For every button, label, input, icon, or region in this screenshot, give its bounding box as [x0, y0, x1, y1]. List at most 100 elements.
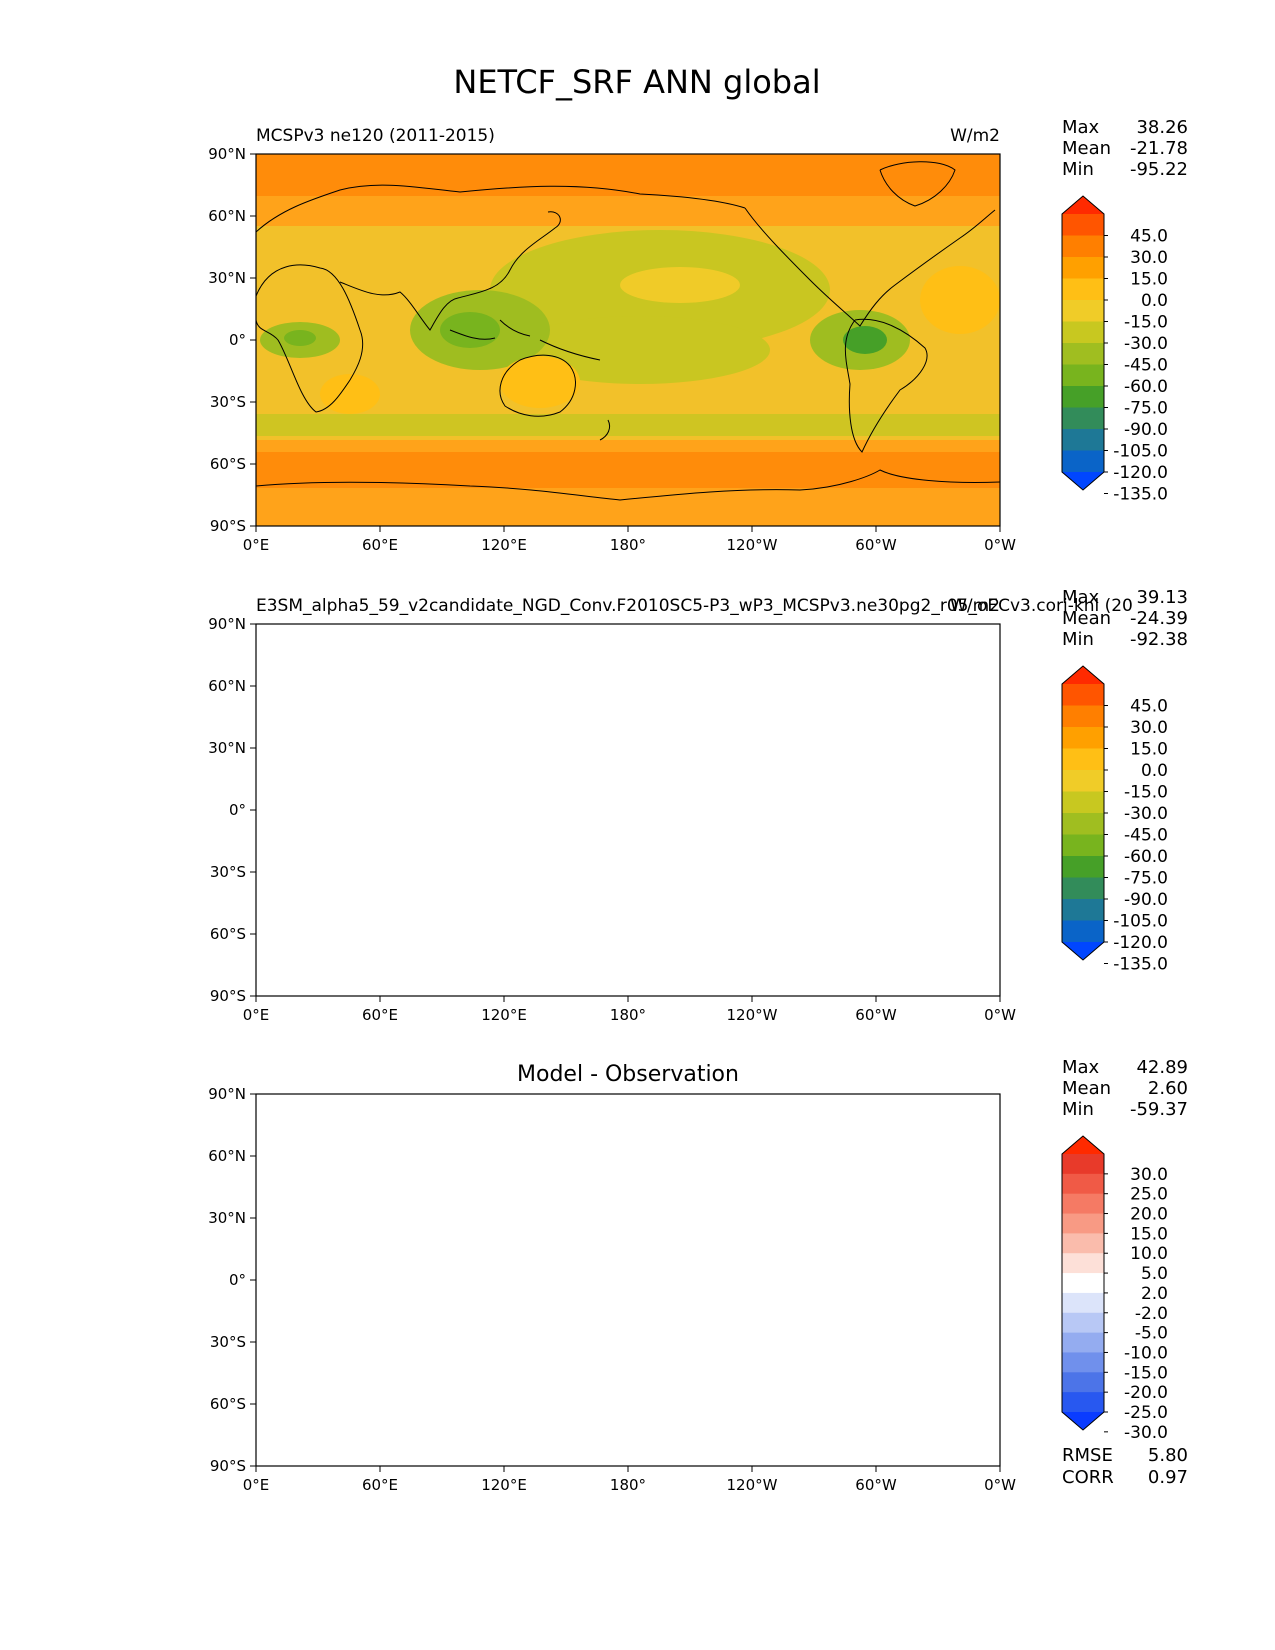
- lon-tick-label: 180°: [610, 1006, 646, 1024]
- lon-tick-label: 120°E: [481, 1006, 527, 1024]
- panel-units: W/m2: [950, 596, 1000, 616]
- lat-tick-label: 30°S: [210, 863, 246, 881]
- colorbar-label: -15.0: [1124, 313, 1168, 333]
- stat-label: Mean: [1062, 608, 1111, 629]
- colorbar-segment: [1062, 684, 1104, 706]
- lat-tick-label: 0°: [229, 1271, 246, 1289]
- lon-tick-label: 0°E: [243, 536, 270, 554]
- lat-tick-label: 90°N: [208, 1085, 246, 1103]
- colorbar-label: -120.0: [1113, 933, 1168, 953]
- colorbar-label: 0.0: [1141, 291, 1168, 311]
- lat-tick-label: 90°N: [208, 615, 246, 633]
- colorbar-label: -20.0: [1124, 1383, 1168, 1403]
- colorbar-label: 30.0: [1130, 1165, 1168, 1185]
- stat-label: Min: [1062, 629, 1094, 650]
- lat-tick-label: 60°S: [210, 455, 246, 473]
- colorbar-segment: [1062, 1154, 1104, 1175]
- colorbar-segment: [1062, 214, 1104, 236]
- colorbar-label: -15.0: [1124, 1363, 1168, 1383]
- colorbar-segment: [1062, 1173, 1104, 1195]
- colorbar-segment: [1062, 1312, 1104, 1334]
- lon-tick-label: 60°E: [362, 1476, 398, 1494]
- colorbar-segment: [1062, 300, 1104, 322]
- corr-label: CORR: [1062, 1467, 1114, 1488]
- lat-tick-label: 60°N: [208, 1147, 246, 1165]
- colorbar-label: 10.0: [1130, 1244, 1168, 1264]
- colorbar-segment: [1062, 834, 1104, 857]
- colorbar-label: 15.0: [1130, 270, 1168, 290]
- panel-diff: Model - Observation RMSE 5.80 CORR 0.97: [255, 1062, 1188, 1488]
- lat-tick-label: 90°S: [210, 517, 246, 535]
- stat-value: -24.39: [1130, 608, 1188, 629]
- lon-tick-label: 0°E: [243, 1476, 270, 1494]
- colorbar-label: -135.0: [1113, 485, 1168, 505]
- lat-tick-label: 90°S: [210, 1457, 246, 1475]
- colorbar-segment: [1062, 705, 1104, 728]
- colorbar-label: 30.0: [1130, 248, 1168, 268]
- lat-tick-label: 30°S: [210, 393, 246, 411]
- colorbar-label: -90.0: [1124, 420, 1168, 440]
- lon-tick-label: 180°: [610, 536, 646, 554]
- colorbar-label: 20.0: [1130, 1205, 1168, 1225]
- lon-tick-label: 60°W: [855, 536, 897, 554]
- lon-tick-label: 120°E: [481, 536, 527, 554]
- lon-tick-label: 0°W: [984, 1006, 1016, 1024]
- colorbar-segment: [1062, 1392, 1104, 1413]
- map-frame: [255, 623, 1001, 997]
- colorbar-segment: [1062, 407, 1104, 430]
- colorbar-label: -45.0: [1124, 826, 1168, 846]
- colorbar-segment: [1062, 257, 1104, 279]
- panel-left-title: E3SM_alpha5_59_v2candidate_NGD_Conv.F201…: [256, 596, 1133, 616]
- colorbar-label: 45.0: [1130, 227, 1168, 247]
- panel-center-title: Model - Observation: [517, 1062, 739, 1087]
- colorbar-label: 0.0: [1141, 761, 1168, 781]
- lat-tick-label: 0°: [229, 801, 246, 819]
- stat-value: 39.13: [1136, 587, 1188, 608]
- colorbar-segment: [1062, 1292, 1104, 1314]
- colorbar-segment: [1062, 899, 1104, 921]
- colorbar-segment: [1062, 235, 1104, 258]
- colorbar-segment: [1062, 770, 1104, 792]
- lon-tick-label: 60°W: [855, 1476, 897, 1494]
- stat-label: Max: [1062, 587, 1100, 608]
- colorbar-label: -60.0: [1124, 847, 1168, 867]
- lat-tick-label: 30°S: [210, 1333, 246, 1351]
- colorbar-label: 15.0: [1130, 740, 1168, 760]
- stat-value: -95.22: [1130, 159, 1188, 180]
- lon-tick-label: 60°E: [362, 536, 398, 554]
- colorbar-segment: [1062, 450, 1104, 473]
- colorbar-label: -15.0: [1124, 783, 1168, 803]
- stat-value: 38.26: [1136, 117, 1188, 138]
- colorbar-label: 45.0: [1130, 697, 1168, 717]
- panel-reference: E3SM_alpha5_59_v2candidate_NGD_Conv.F201…: [255, 596, 1133, 997]
- colorbar-extend-min: [1062, 1412, 1104, 1430]
- colorbar-segment: [1062, 429, 1104, 451]
- colorbar-label: -75.0: [1124, 869, 1168, 889]
- stat-label: Max: [1062, 117, 1100, 138]
- colorbar-label: -105.0: [1113, 442, 1168, 462]
- colorbar-label: -75.0: [1124, 399, 1168, 419]
- corr-value: 0.97: [1148, 1467, 1188, 1488]
- colorbar-extend-max: [1062, 1136, 1104, 1154]
- panel-left-title: MCSPv3 ne120 (2011-2015): [256, 126, 495, 146]
- colorbar-segment: [1062, 1193, 1104, 1215]
- stat-label: Min: [1062, 1099, 1094, 1120]
- colorbar-segment: [1062, 920, 1104, 943]
- colorbar-label: -30.0: [1124, 804, 1168, 824]
- stat-value: 2.60: [1148, 1078, 1188, 1099]
- colorbar-segment: [1062, 877, 1104, 900]
- lat-tick-label: 0°: [229, 331, 246, 349]
- map-frame: [255, 1093, 1001, 1467]
- lon-tick-label: 0°E: [243, 1006, 270, 1024]
- figure-title: NETCF_SRF ANN global: [453, 63, 820, 101]
- map-field: [256, 154, 1000, 526]
- colorbar-label: 25.0: [1130, 1185, 1168, 1205]
- colorbar-label: -120.0: [1113, 463, 1168, 483]
- colorbar-segment: [1062, 1253, 1104, 1274]
- colorbar-label: -105.0: [1113, 912, 1168, 932]
- colorbar-label: -25.0: [1124, 1403, 1168, 1423]
- lat-tick-label: 30°N: [208, 739, 246, 757]
- lat-tick-label: 30°N: [208, 1209, 246, 1227]
- colorbar-label: -5.0: [1135, 1324, 1168, 1344]
- colorbar-label: 5.0: [1141, 1264, 1168, 1284]
